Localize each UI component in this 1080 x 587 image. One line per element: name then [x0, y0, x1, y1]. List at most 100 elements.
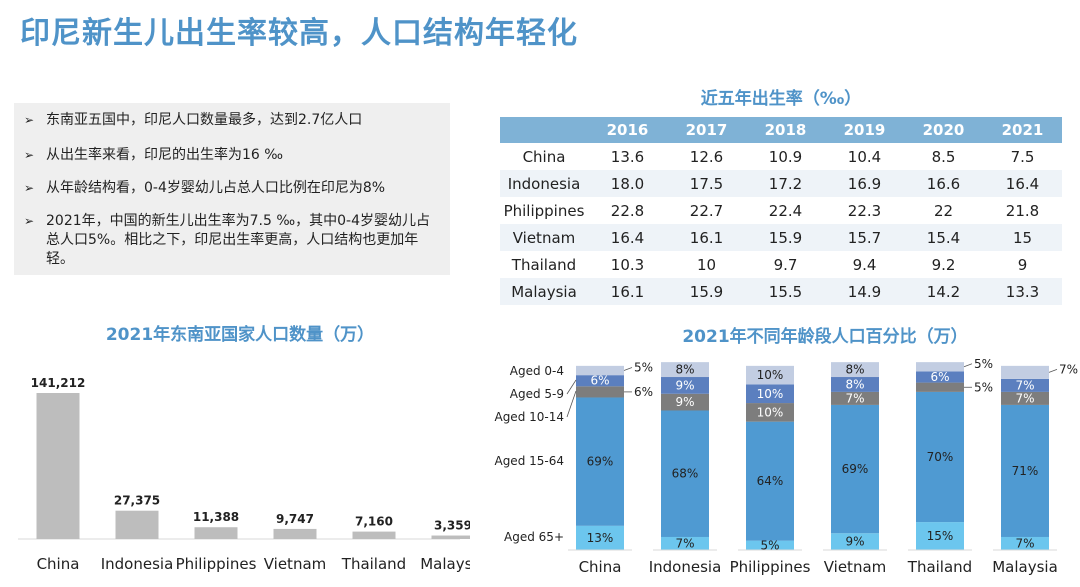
- table-cell-value: 9: [1017, 255, 1028, 274]
- stack-segment: [1001, 365, 1049, 379]
- stack-segment: [1001, 536, 1049, 550]
- bar: [115, 510, 159, 539]
- stack-segment: [661, 536, 709, 550]
- x-tick-label: Malaysia: [420, 555, 470, 573]
- table-cell-value: 22.3: [847, 201, 882, 220]
- segment-value-label: 6%: [590, 374, 609, 388]
- table-body: China 13.6 12.6 10.9 10.4 8.5 7.5 Indonesia 18.0…: [500, 143, 1062, 305]
- table-header-year: 2021: [983, 117, 1062, 143]
- table-row: Malaysia 16.1 15.9 15.5 14.9 14.2 13.3: [500, 278, 1062, 305]
- bar: [431, 535, 470, 539]
- stack-segment: [831, 533, 879, 550]
- segment-value-label: 7%: [845, 391, 864, 405]
- stack-segment: [746, 540, 794, 550]
- table-cell-value: 16.4: [983, 170, 1062, 197]
- segment-value-label: 5%: [634, 361, 653, 375]
- table-cell-value: 22: [933, 201, 954, 220]
- stack-segment: [661, 393, 709, 411]
- segment-value-label: 5%: [760, 538, 779, 552]
- segment-value-label: 6%: [634, 385, 653, 399]
- bar-value-label: 141,212: [31, 376, 86, 390]
- stack-segment: [1001, 391, 1049, 405]
- table-cell-value: 13.6: [610, 147, 645, 166]
- table-cell-country: Philippines: [503, 201, 585, 220]
- table-row: China 13.6 12.6 10.9 10.4 8.5 7.5: [500, 143, 1062, 170]
- segment-value-label: 69%: [842, 462, 869, 476]
- table-cell-value: 10.3: [610, 255, 645, 274]
- x-tick-label: Thailand: [341, 555, 406, 573]
- stack-segment: [576, 375, 624, 387]
- stack-segment: [746, 365, 794, 385]
- population-bar-chart: 141,212 China 27,375 Indonesia 11,388 Philipp…: [18, 376, 470, 573]
- table-cell-value: 14.2: [904, 278, 983, 305]
- table-cell-value: 15.9: [667, 278, 746, 305]
- x-tick-label: China: [37, 555, 80, 573]
- segment-value-label: 13%: [587, 531, 614, 545]
- table-row: Thailand 10.3 10 9.7 9.4 9.2 9: [500, 251, 1062, 278]
- table-cell-value: 9.2: [931, 255, 956, 274]
- segment-value-label: 8%: [675, 363, 694, 377]
- stack-segment: [1001, 378, 1049, 392]
- bullet-text: 东南亚五国中，印尼人口数量最多，达到2.7亿人口: [46, 112, 363, 128]
- stack-segment: [661, 362, 709, 378]
- stack-segment: [576, 365, 624, 376]
- bar: [194, 527, 238, 539]
- table-cell-value: 15.7: [825, 224, 904, 251]
- segment-value-label: 7%: [1015, 391, 1034, 405]
- table-cell-country: Malaysia: [500, 278, 588, 305]
- x-tick-label: China: [579, 558, 622, 576]
- label-leader-line: [1048, 368, 1058, 373]
- stack-segment: [831, 391, 879, 405]
- table-cell-value: 21.8: [1005, 201, 1040, 220]
- table-cell-value: 22.8: [610, 201, 645, 220]
- segment-value-label: 6%: [930, 370, 949, 384]
- table-cell-value: 15.9: [746, 224, 825, 251]
- stack-segment: [746, 384, 794, 404]
- bar: [273, 528, 317, 539]
- segment-value-label: 9%: [675, 395, 694, 409]
- table-header-year: 2020: [904, 117, 983, 143]
- arrow-icon: ➢: [24, 181, 35, 195]
- x-tick-label: Philippines: [176, 555, 257, 573]
- legend-series-label: Aged 10-14: [494, 410, 564, 424]
- summary-panel: ➢ 东南亚五国中，印尼人口数量最多，达到2.7亿人口 ➢ 从出生率来看，印尼的出…: [14, 103, 450, 275]
- segment-value-label: 7%: [1015, 536, 1034, 550]
- stack-segment: [831, 377, 879, 392]
- bar-value-label: 3,359: [434, 519, 470, 533]
- stack-segment: [576, 525, 624, 550]
- table-cell-value: 9.4: [852, 255, 877, 274]
- stack-segment: [576, 386, 624, 398]
- table-cell-value: 18.0: [588, 170, 667, 197]
- segment-value-label: 64%: [757, 474, 784, 488]
- segment-value-label: 70%: [927, 450, 954, 464]
- stack-segment: [661, 410, 709, 537]
- table-header-year: 2017: [667, 117, 746, 143]
- x-tick-label: Philippines: [730, 558, 811, 576]
- stack-segment: [576, 397, 624, 526]
- legend-leader-line: [566, 390, 577, 418]
- table-cell-country: Indonesia: [500, 170, 588, 197]
- table-cell-value: 22.7: [689, 201, 724, 220]
- table-cell-value: 12.6: [689, 147, 724, 166]
- stack-segment: [661, 377, 709, 394]
- label-leader-line: [623, 367, 633, 371]
- bar: [352, 531, 396, 539]
- table-cell-value: 17.5: [667, 170, 746, 197]
- population-chart-title: 2021年东南亚国家人口数量（万）: [105, 325, 375, 345]
- table-cell-value: 8.5: [931, 147, 956, 166]
- table-row: Vietnam 16.4 16.1 15.9 15.7 15.4 15: [500, 224, 1062, 251]
- stack-segment: [916, 371, 964, 383]
- legend-series-label: Aged 5-9: [510, 387, 564, 401]
- bar-value-label: 11,388: [193, 510, 239, 524]
- x-tick-label: Indonesia: [101, 555, 174, 573]
- legend-series-label: Aged 0-4: [510, 364, 564, 378]
- label-leader-line: [963, 363, 973, 368]
- stack-segment: [831, 362, 879, 378]
- stack-segment: [916, 391, 964, 523]
- table-header-year: 2016: [588, 117, 667, 143]
- segment-value-label: 10%: [757, 387, 784, 401]
- table-header-year: 2018: [746, 117, 825, 143]
- stack-segment: [916, 382, 964, 392]
- segment-value-label: 8%: [845, 377, 864, 391]
- arrow-icon: ➢: [24, 214, 35, 228]
